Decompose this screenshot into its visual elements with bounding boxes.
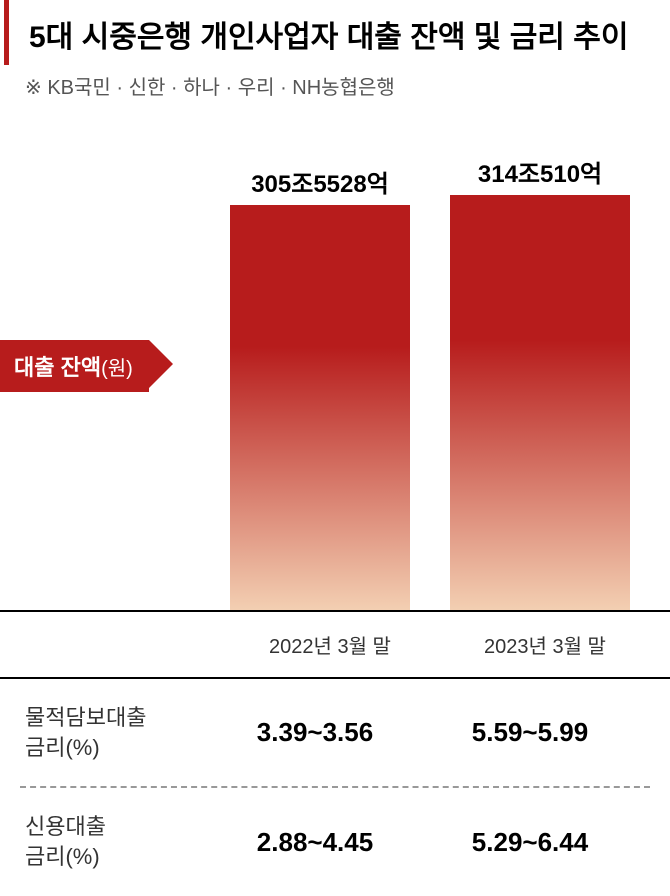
rate-value: 2.88~4.45 bbox=[215, 827, 415, 858]
loan-balance-tag: 대출 잔액(원) bbox=[0, 340, 149, 392]
bars-container: 305조5528억 314조510억 bbox=[230, 120, 630, 610]
header: 5대 시중은행 개인사업자 대출 잔액 및 금리 추이 bbox=[4, 0, 670, 65]
rate-row: 물적담보대출금리(%) 3.39~3.56 5.59~5.99 bbox=[0, 679, 670, 786]
bar bbox=[230, 205, 410, 610]
rate-values: 2.88~4.45 5.29~6.44 bbox=[215, 827, 670, 858]
period-label: 2022년 3월 말 bbox=[230, 630, 430, 659]
page-title: 5대 시중은행 개인사업자 대출 잔액 및 금리 추이 bbox=[29, 18, 650, 57]
bar-chart: 대출 잔액(원) 305조5528억 314조510억 bbox=[0, 120, 670, 610]
bar-value-label: 305조5528억 bbox=[251, 164, 389, 199]
rate-value: 5.29~6.44 bbox=[430, 827, 630, 858]
period-row: 2022년 3월 말 2023년 3월 말 bbox=[0, 612, 670, 677]
rate-label: 물적담보대출금리(%) bbox=[0, 703, 215, 762]
bar-column: 314조510억 bbox=[450, 154, 630, 610]
bar bbox=[450, 195, 630, 610]
rate-value: 3.39~3.56 bbox=[215, 717, 415, 748]
period-label: 2023년 3월 말 bbox=[445, 630, 645, 659]
bar-column: 305조5528억 bbox=[230, 164, 410, 610]
bar-value-label: 314조510억 bbox=[478, 154, 602, 189]
rate-value: 5.59~5.99 bbox=[430, 717, 630, 748]
rate-values: 3.39~3.56 5.59~5.99 bbox=[215, 717, 670, 748]
tag-unit: (원) bbox=[101, 352, 133, 381]
rate-row: 신용대출금리(%) 2.88~4.45 5.29~6.44 bbox=[0, 788, 670, 895]
subtitle: ※ KB국민 · 신한 · 하나 · 우리 · NH농협은행 bbox=[25, 71, 670, 100]
tag-text: 대출 잔액 bbox=[14, 350, 101, 382]
rate-label: 신용대출금리(%) bbox=[0, 812, 215, 871]
